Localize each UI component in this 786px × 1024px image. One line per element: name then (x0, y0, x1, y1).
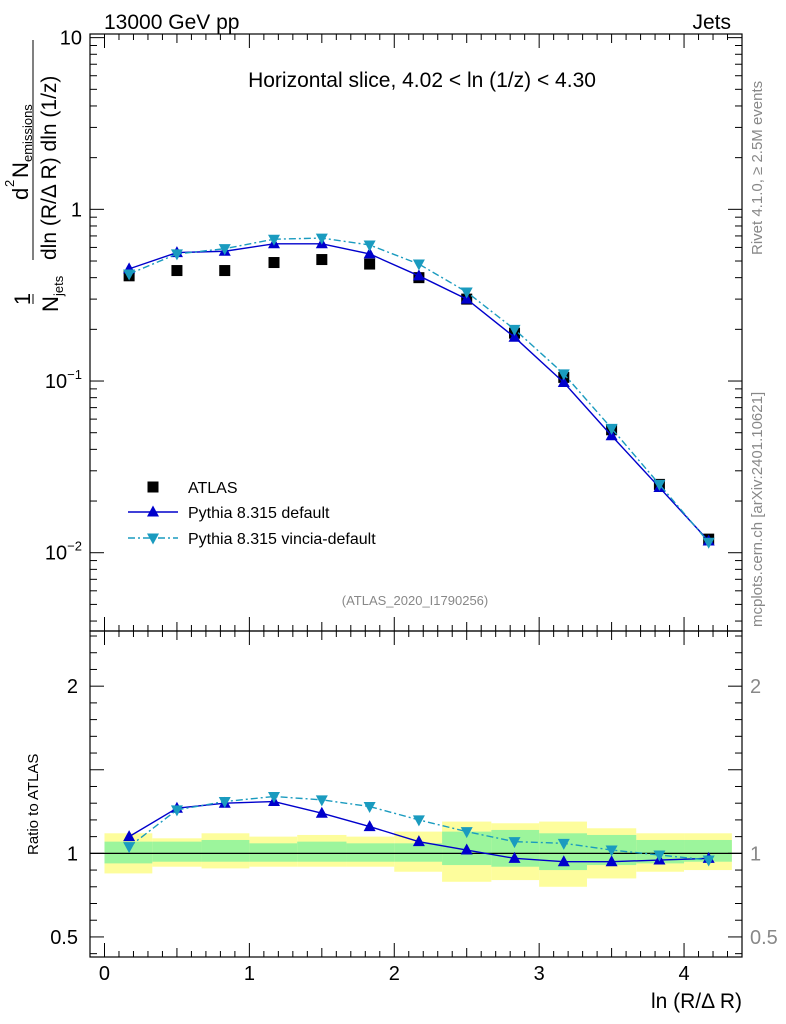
main-data-point (412, 259, 425, 271)
x-axis-label: ln (R/Δ R) (651, 990, 742, 1013)
main-data-point (363, 247, 376, 259)
ylabel-num-d: d (8, 188, 33, 200)
ratio-band-inner (346, 843, 395, 862)
ratio-ytick-label-left: 1 (67, 843, 78, 865)
legend-marker (147, 505, 159, 517)
analysis-watermark: (ATLAS_2020_I1790256) (342, 593, 488, 608)
ratio-band-inner (394, 843, 443, 862)
main-data-point (653, 479, 666, 491)
main-data-point (508, 330, 521, 342)
ylabel-num-sub: emissions (20, 104, 35, 162)
ratio-band-inner (152, 841, 202, 862)
ratio-data-point (605, 855, 618, 867)
ratio-data-point (702, 855, 715, 867)
ylabel-den: dln (R/Δ R) dln (1/z) (38, 76, 61, 260)
ratio-data-point (123, 842, 136, 854)
main-ytick-label: 10 (60, 28, 82, 50)
main-data-point (123, 269, 136, 281)
main-data-point (170, 249, 183, 261)
main-data-point (508, 324, 521, 336)
x-tick-label: 1 (244, 963, 255, 985)
ratio-data-point (315, 806, 328, 818)
rivet-version-label: Rivet 4.1.0, ≥ 2.5M events (749, 81, 766, 255)
ratio-data-point (363, 802, 376, 814)
main-ytick-label: 10−1 (45, 367, 82, 393)
ratio-data-point (315, 795, 328, 807)
main-data-point (218, 244, 231, 256)
ratio-data-point (557, 855, 570, 867)
slice-title: Horizontal slice, 4.02 < ln (1/z) < 4.30 (248, 69, 596, 92)
legend-label: Pythia 8.315 vincia-default (188, 531, 376, 548)
legend-marker (147, 533, 159, 545)
ylabel-num-N: N (8, 162, 33, 178)
ratio-band-inner (201, 839, 250, 862)
main-data-point (268, 257, 280, 269)
ratio-ytick-label-right: 2 (750, 676, 761, 698)
ylabel-one: 1 (10, 293, 35, 305)
main-data-point (316, 254, 328, 266)
main-data-point (557, 376, 570, 388)
ratio-data-point (508, 851, 521, 863)
ylabel-num-sup: 2 (2, 180, 17, 187)
x-tick-label: 3 (534, 963, 545, 985)
main-data-point (268, 234, 281, 246)
main-data-point (364, 258, 376, 270)
ratio-ytick-label-left: 0.5 (50, 927, 78, 949)
ratio-data-point (508, 837, 521, 849)
x-tick-label: 4 (678, 963, 689, 985)
header-right: Jets (692, 11, 731, 34)
main-ytick-label: 10−2 (45, 539, 82, 565)
ratio-panel: 2 2 1 1 0.5 0.5 0 1 2 3 4 (50, 630, 778, 985)
x-tick-label: 2 (389, 963, 400, 985)
header-left: 13000 GeV pp (104, 11, 239, 34)
ratio-ytick-label-left: 2 (67, 676, 78, 698)
main-data-point (412, 269, 425, 281)
ratio-band-inner (297, 841, 347, 862)
ratio-data-point (557, 838, 570, 850)
ratio-data-point (268, 792, 281, 804)
legend-label: Pythia 8.315 default (188, 505, 330, 522)
main-data-point (219, 265, 231, 277)
legend: ATLAS Pythia 8.315 default Pythia 8.315 vi… (128, 480, 376, 548)
legend-label: ATLAS (188, 480, 238, 497)
ratio-band-inner (249, 843, 298, 862)
main-data-point (171, 265, 183, 277)
ratio-ytick-label-right: 1 (750, 843, 761, 865)
ratio-ytick-label-right: 0.5 (750, 927, 778, 949)
ratio-data-point (460, 827, 473, 839)
main-ytick-label: 1 (71, 199, 82, 221)
mcplots-label: mcplots.cern.ch [arXiv:2401.10621] (749, 392, 766, 627)
ratio-data-point (412, 815, 425, 827)
ratio-band-inner (684, 839, 732, 862)
main-ylabel: 1 N jets d 2 N emissions dln (R/Δ R) dln… (2, 40, 66, 312)
ratio-data-point (218, 797, 231, 809)
main-data-point (363, 240, 376, 252)
ratio-frame (89, 630, 743, 958)
ratio-data-point (170, 805, 183, 817)
x-tick-label: 0 (99, 963, 110, 985)
ratio-data-point (605, 845, 618, 857)
ratio-data-point (412, 835, 425, 847)
ratio-data-point (363, 820, 376, 832)
main-data-point (460, 287, 473, 299)
legend-marker (147, 481, 159, 493)
main-data-point (702, 537, 715, 549)
main-data-point (605, 423, 618, 435)
main-data-point (557, 369, 570, 381)
main-data-point (315, 233, 328, 245)
main-panel: 10 1 10−1 10−2 (45, 28, 743, 632)
ratio-data-point (653, 850, 666, 862)
ratio-band-inner (104, 841, 153, 864)
ratio-data-point (123, 830, 136, 842)
ylabel-njets-sub: jets (51, 275, 66, 297)
ratio-ylabel: Ratio to ATLAS (25, 754, 42, 855)
ratio-data-point (460, 843, 473, 855)
ylabel-njets: N (38, 296, 63, 312)
